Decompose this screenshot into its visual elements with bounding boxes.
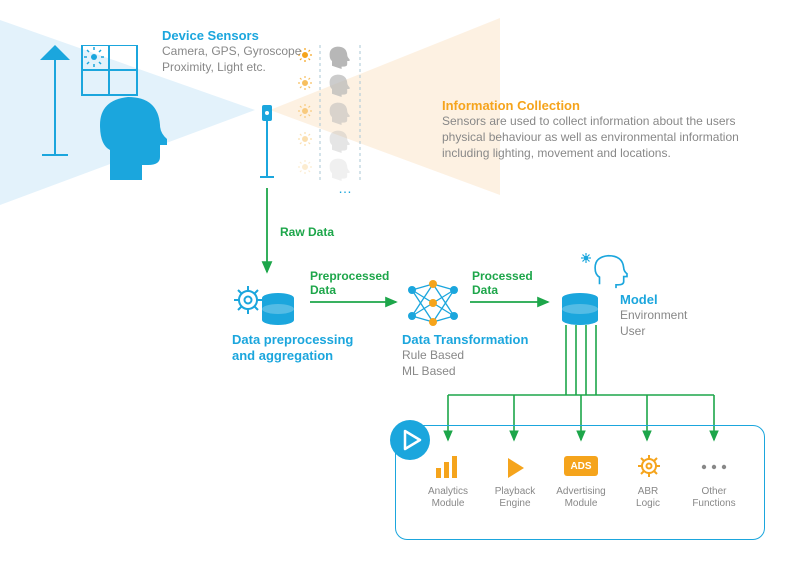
info-collection-title: Information Collection (442, 98, 742, 113)
other-dots-icon (700, 462, 728, 472)
modules-box (395, 425, 765, 540)
raw-data-label: Raw Data (280, 225, 334, 239)
transformation-title: Data Transformation (402, 332, 562, 347)
preprocessed-data-label: Preprocessed Data (310, 270, 389, 298)
transformation-icon (404, 278, 462, 328)
model-body: Environment User (620, 307, 750, 339)
module-label-abr: ABR Logic (618, 486, 678, 510)
ads-icon: ADS (564, 456, 598, 476)
svg-text:…: … (338, 180, 352, 195)
model-title: Model (620, 292, 750, 307)
preprocessing-icon (232, 278, 302, 330)
info-collection-block: Information Collection Sensors are used … (442, 98, 742, 162)
processed-data-label: Processed Data (472, 270, 533, 298)
module-label-analytics: Analytics Module (418, 486, 478, 510)
info-collection-body: Sensors are used to collect information … (442, 113, 742, 162)
transformation-body: Rule Based ML Based (402, 347, 562, 379)
analytics-icon (434, 454, 464, 480)
playback-icon (504, 456, 528, 480)
module-label-playback: Playback Engine (485, 486, 545, 510)
model-block: Model Environment User (620, 292, 750, 339)
diagram-stage: … Device Sensors Camera, GPS, Gyroscope … (0, 0, 800, 565)
play-button[interactable] (388, 418, 432, 467)
device-sensors-title: Device Sensors (162, 28, 362, 43)
room-scene (20, 45, 180, 185)
module-label-other: Other Functions (684, 486, 744, 510)
play-icon (388, 418, 432, 462)
transformation-block: Data Transformation Rule Based ML Based (402, 332, 562, 379)
preprocessing-title: Data preprocessing and aggregation (232, 332, 392, 363)
device-sensors-body: Camera, GPS, Gyroscope Proximity, Light … (162, 43, 362, 75)
abr-gear-icon (636, 453, 662, 479)
preprocessing-block: Data preprocessing and aggregation (232, 332, 392, 363)
device-sensors-block: Device Sensors Camera, GPS, Gyroscope Pr… (162, 28, 362, 75)
module-label-advertising: Advertising Module (551, 486, 611, 510)
